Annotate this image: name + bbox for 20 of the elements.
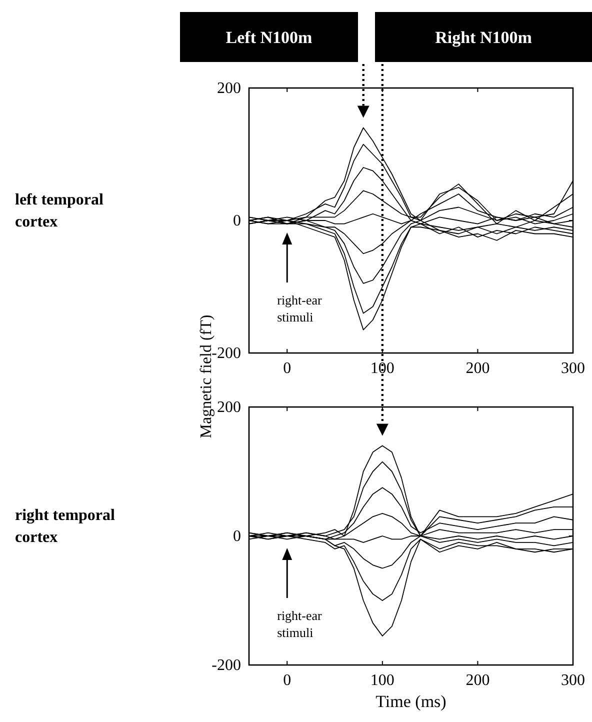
annotation: right-ear stimuli — [277, 292, 323, 324]
text: Left N100m — [226, 28, 312, 47]
x-tick-label: 300 — [561, 672, 585, 689]
text: right temporal cortex — [15, 507, 116, 546]
x-tick-label: 200 — [466, 360, 490, 377]
x-tick-label: 0 — [283, 672, 292, 689]
text: Right N100m — [435, 28, 532, 47]
y-tick-label: 0 — [233, 212, 241, 230]
text: left temporal cortex — [15, 192, 104, 230]
y-tick-label: 0 — [233, 528, 241, 545]
x-tick-label: 200 — [466, 672, 490, 689]
x-tick-label: 100 — [370, 360, 394, 377]
x-axis-title: Time (ms) — [376, 692, 446, 711]
y-tick-label: -200 — [212, 657, 241, 674]
y-tick-label: 200 — [217, 399, 241, 416]
x-tick-label: 100 — [370, 672, 394, 689]
x-tick-label: 300 — [561, 360, 585, 377]
y-tick-label: 200 — [217, 80, 241, 97]
annotation: right-ear stimuli — [277, 608, 323, 640]
x-tick-label: 0 — [283, 360, 292, 377]
